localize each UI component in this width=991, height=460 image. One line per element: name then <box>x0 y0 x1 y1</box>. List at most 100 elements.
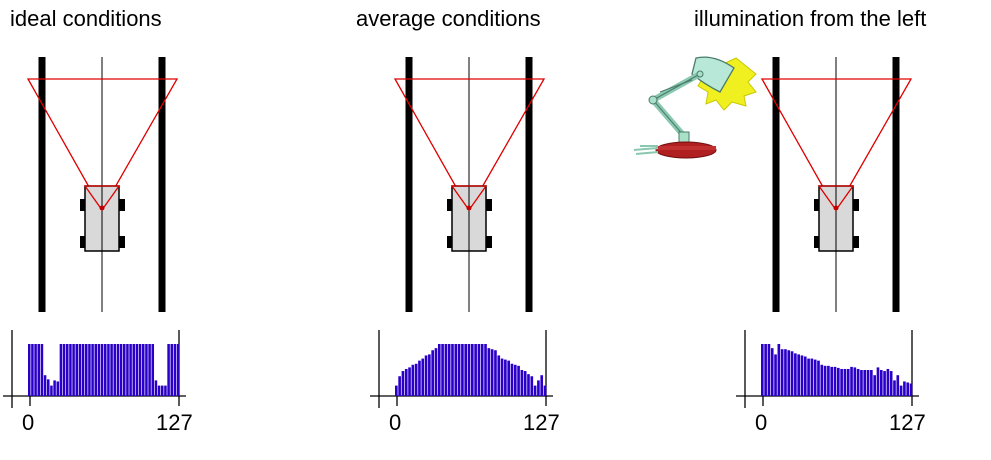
histogram-bar <box>797 354 800 396</box>
histogram-bar <box>484 344 487 396</box>
histogram-bar <box>66 344 69 396</box>
histogram-bar <box>444 344 448 396</box>
histogram-bar <box>447 344 451 396</box>
histogram-bar <box>520 370 524 396</box>
histogram-bar <box>827 365 830 396</box>
axis-label-min: 0 <box>755 410 768 435</box>
track-panel-illumination <box>760 57 913 312</box>
histogram-bar <box>487 348 491 396</box>
histogram-bar <box>833 366 837 396</box>
histogram-bar <box>457 344 461 396</box>
histogram-bar <box>889 371 893 396</box>
histogram-bar <box>404 368 408 396</box>
histogram-bar <box>72 344 75 396</box>
histogram-bar <box>161 385 164 396</box>
histogram-bar <box>860 370 863 396</box>
robot-car <box>447 185 492 252</box>
histogram-bar <box>464 344 468 396</box>
histogram-bar <box>129 344 132 396</box>
histogram-bar <box>870 370 873 396</box>
histogram-bar <box>813 359 817 396</box>
histogram-bar <box>896 375 900 396</box>
histogram-bar <box>840 368 843 396</box>
histogram-bar <box>527 374 530 396</box>
histogram-bar <box>903 381 906 396</box>
histogram-bar <box>780 349 784 396</box>
histogram-bar <box>401 371 405 396</box>
histogram-bar <box>873 375 876 396</box>
track-panel-ideal <box>26 57 179 312</box>
histogram-bar <box>883 371 886 396</box>
histogram-bar <box>500 358 504 396</box>
histogram-bar <box>145 344 148 396</box>
histogram-bar <box>31 344 34 396</box>
histogram-bar <box>461 344 464 396</box>
histogram-bar <box>777 344 781 396</box>
axis-label-max: 127 <box>889 410 926 435</box>
histogram-bar <box>107 344 110 396</box>
histogram-bar <box>135 344 139 396</box>
histogram-bar <box>148 344 151 396</box>
histogram-bar <box>75 344 79 396</box>
histogram-bar <box>490 349 494 396</box>
histogram-bar <box>414 363 418 396</box>
robot-car <box>814 185 859 252</box>
histogram-bar <box>434 348 438 396</box>
histogram-bar <box>104 344 107 396</box>
histogram-bar <box>116 344 120 396</box>
histogram-bar <box>899 385 903 396</box>
histogram-bar <box>817 360 820 396</box>
histogram-bar <box>37 344 41 396</box>
histogram-bar <box>879 370 883 396</box>
histogram-bar <box>451 344 454 396</box>
histogram-bar <box>113 344 117 396</box>
histogram-bar <box>411 364 415 396</box>
histogram-bar <box>530 376 534 396</box>
histogram-bar <box>543 385 547 396</box>
histogram-bar <box>504 359 507 396</box>
histogram-bar <box>62 344 66 396</box>
histogram-ideal <box>28 344 180 396</box>
histogram-bar <box>428 354 431 396</box>
histogram-illumination <box>761 344 913 396</box>
track-panel-average <box>393 57 546 312</box>
histogram-bar <box>142 344 145 396</box>
histogram-bar <box>846 368 850 396</box>
histogram-bar <box>876 367 880 396</box>
histogram-bar <box>94 344 98 396</box>
camera-view-triangle <box>26 78 179 212</box>
desk-lamp-icon <box>633 56 757 159</box>
histogram-bar <box>909 383 913 396</box>
histogram-bar <box>800 355 804 396</box>
histogram-bar <box>441 344 444 396</box>
histogram-bar <box>119 344 123 396</box>
histogram-bar <box>59 344 63 396</box>
histogram-bar <box>132 344 136 396</box>
histogram-bar <box>78 344 82 396</box>
histogram-bar <box>395 385 398 396</box>
histogram-bar <box>154 380 158 396</box>
histogram-bar <box>69 344 72 396</box>
histogram-bar <box>807 358 810 396</box>
histogram-bar <box>56 381 60 396</box>
histogram-bar <box>123 344 126 396</box>
histogram-bar <box>494 350 497 396</box>
histogram-bar <box>767 344 771 396</box>
histogram-bar <box>43 375 47 396</box>
histogram-bar <box>164 385 167 396</box>
histogram-bar <box>803 356 807 396</box>
histogram-bar <box>40 344 44 396</box>
histogram-bar <box>167 344 170 396</box>
histogram-bar <box>893 380 896 396</box>
histogram-bar <box>823 365 827 396</box>
histogram-bar <box>50 385 53 396</box>
histogram-bar <box>523 371 527 396</box>
histogram-bar <box>837 367 840 396</box>
histogram-bar <box>850 366 853 396</box>
axis-label-min: 0 <box>389 410 402 435</box>
histogram-bar <box>510 363 514 396</box>
histogram-bar <box>764 344 767 396</box>
histogram-bar <box>784 349 787 396</box>
histogram-bar <box>866 370 870 396</box>
